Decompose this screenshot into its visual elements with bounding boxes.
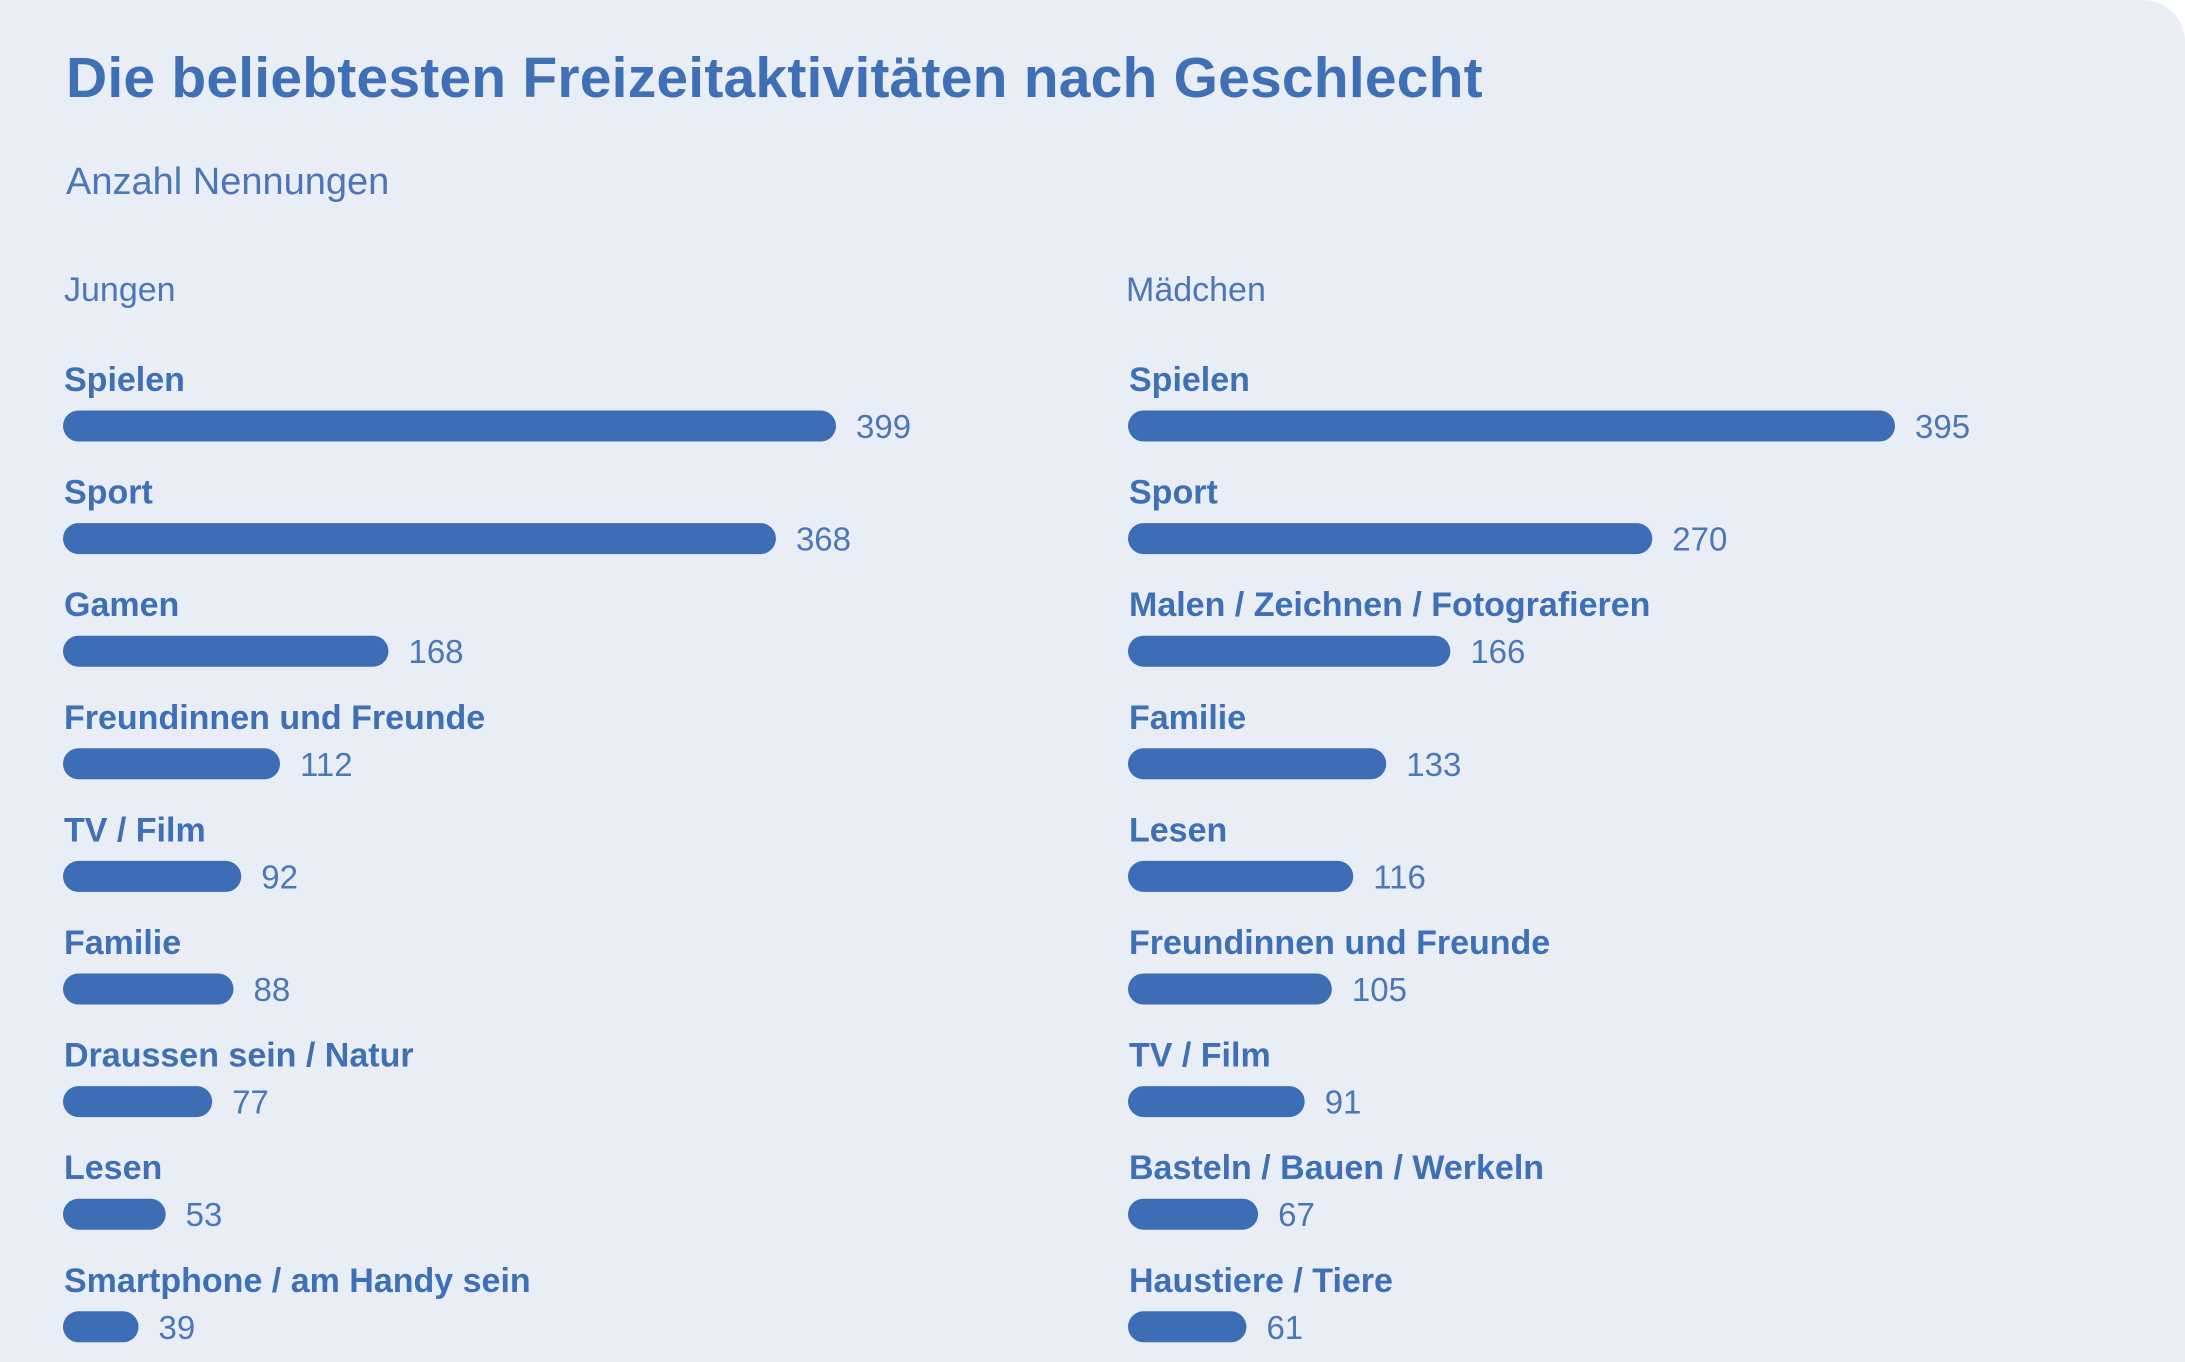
data-label: 270 (1672, 521, 1727, 558)
bar (1128, 860, 1354, 892)
category-label: TV / Film (1129, 1037, 1271, 1075)
category-label: Sport (1129, 474, 1218, 512)
bar (63, 748, 280, 780)
category-label: Malen / Zeichnen / Fotografieren (1129, 586, 1650, 624)
bar (1128, 410, 1895, 442)
bar (1128, 748, 1387, 780)
category-label: Basteln / Bauen / Werkeln (1129, 1149, 1544, 1187)
category-label: Gamen (64, 586, 179, 624)
data-label: 67 (1278, 1196, 1315, 1233)
data-label: 112 (300, 746, 353, 783)
data-label: 133 (1406, 746, 1461, 783)
category-label: Smartphone / am Handy sein (64, 1262, 531, 1300)
category-label: Familie (1129, 699, 1246, 737)
data-label: 92 (261, 858, 298, 895)
data-label: 105 (1352, 971, 1407, 1008)
bar (63, 1198, 166, 1230)
group-label-maedchen: Mädchen (1126, 271, 1266, 309)
bar (1128, 635, 1451, 667)
data-label: 61 (1266, 1309, 1303, 1346)
category-label: Sport (64, 474, 153, 512)
category-label: Freundinnen und Freunde (1129, 924, 1550, 962)
bar (63, 410, 836, 442)
bar (63, 1086, 213, 1118)
data-label: 77 (232, 1084, 269, 1121)
data-label: 399 (856, 408, 911, 445)
group-label-jungen: Jungen (64, 271, 176, 309)
bar (1128, 1086, 1305, 1118)
data-label: 91 (1325, 1084, 1362, 1121)
bar (1128, 1198, 1259, 1230)
panel-maedchen: Spielen 395 Sport 270 Malen / Zeichnen / Fot… (1128, 361, 1970, 1346)
category-label: Familie (64, 924, 181, 962)
data-label: 368 (796, 521, 851, 558)
data-label: 88 (253, 971, 290, 1008)
bar (63, 1311, 139, 1343)
category-label: Haustiere / Tiere (1129, 1262, 1393, 1300)
category-label: Draussen sein / Natur (64, 1037, 414, 1075)
bar (63, 860, 242, 892)
category-label: Lesen (64, 1149, 162, 1187)
category-label: Spielen (1129, 361, 1250, 399)
data-label: 168 (408, 633, 463, 670)
category-label: Lesen (1129, 811, 1227, 849)
bar (63, 635, 389, 667)
data-label: 39 (159, 1309, 196, 1346)
data-label: 395 (1915, 408, 1970, 445)
bar (1128, 523, 1653, 555)
category-label: Freundinnen und Freunde (64, 699, 485, 737)
category-label: TV / Film (64, 811, 206, 849)
category-label: Spielen (64, 361, 185, 399)
chart-title: Die beliebtesten Freizeitaktivitäten nac… (66, 46, 1483, 110)
bar (63, 973, 234, 1005)
data-label: 53 (186, 1196, 223, 1233)
bar (1128, 1311, 1247, 1343)
data-label: 116 (1373, 858, 1426, 895)
data-label: 166 (1470, 633, 1525, 670)
panel-jungen: Spielen 399 Sport 368 Gamen 168 Freundinnen un… (63, 361, 911, 1346)
bar (63, 523, 776, 555)
bar (1128, 973, 1332, 1005)
chart-subtitle: Anzahl Nennungen (66, 161, 390, 203)
